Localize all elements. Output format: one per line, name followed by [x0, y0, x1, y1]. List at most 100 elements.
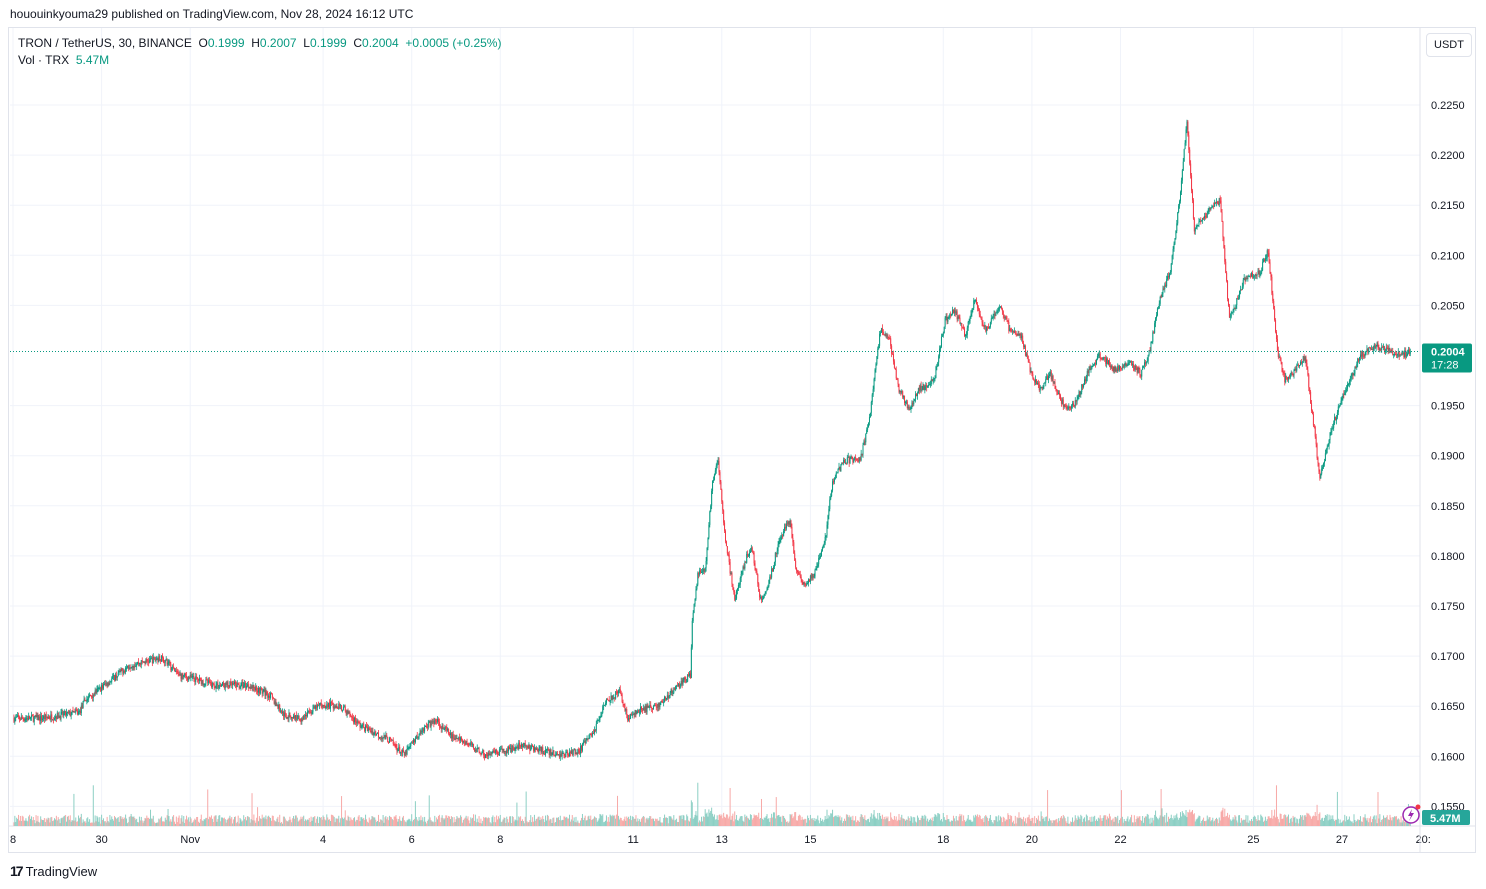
candle-body — [367, 727, 369, 732]
candle-body — [34, 715, 36, 717]
volume-bar — [1166, 812, 1168, 826]
volume-bar — [543, 819, 545, 826]
candle-body — [1408, 349, 1410, 354]
candle-body — [1263, 259, 1265, 262]
tradingview-logo[interactable]: 17 TradingView — [10, 863, 97, 879]
volume-bar — [98, 821, 100, 826]
volume-bar — [818, 820, 820, 826]
volume-bar — [445, 815, 447, 826]
candle-body — [533, 747, 535, 751]
volume-label[interactable]: Vol · TRX — [18, 53, 70, 67]
volume-bar — [248, 817, 250, 826]
candle-body — [827, 515, 829, 525]
candle-body — [1022, 335, 1024, 344]
volume-bar — [711, 807, 713, 826]
volume-bar — [753, 814, 755, 826]
candle-body — [1371, 348, 1373, 351]
candle-body — [1070, 407, 1072, 409]
volume-bar — [569, 814, 571, 826]
volume-bar — [501, 821, 503, 826]
volume-bar — [108, 822, 110, 826]
candle-body — [665, 696, 667, 700]
candle-body — [437, 719, 439, 722]
candle-body — [75, 709, 77, 713]
volume-bar — [859, 816, 861, 826]
currency-button[interactable]: USDT — [1426, 33, 1472, 57]
candle-body — [1051, 376, 1053, 380]
volume-bar — [826, 809, 828, 826]
volume-bar — [947, 819, 949, 826]
volume-bar — [364, 819, 366, 826]
candle-body — [638, 710, 640, 713]
volume-bar — [352, 820, 354, 826]
volume-bar — [773, 812, 775, 826]
volume-bar — [1020, 817, 1022, 826]
volume-bar — [166, 815, 168, 826]
volume-bar — [1044, 821, 1046, 826]
volume-bar — [380, 819, 382, 826]
candle-body — [831, 490, 833, 497]
chart-frame[interactable] — [8, 27, 1476, 853]
volume-bar — [1055, 819, 1057, 826]
candle-body — [1244, 277, 1246, 281]
volume-bar — [1117, 815, 1119, 826]
candle-body — [276, 704, 278, 706]
candle-body — [585, 740, 587, 744]
candle-body — [392, 739, 394, 744]
volume-bar — [1245, 815, 1247, 826]
volume-bar — [729, 788, 731, 826]
candle-body — [465, 741, 467, 745]
volume-bar — [531, 822, 533, 826]
volume-bar — [14, 815, 16, 826]
time-tick-label: 30 — [95, 834, 107, 846]
volume-bar — [1092, 821, 1094, 826]
candle-body — [1037, 382, 1039, 385]
volume-bar — [913, 816, 915, 826]
volume-bar — [1294, 816, 1296, 826]
volume-bar — [253, 814, 255, 826]
volume-bar — [582, 820, 584, 826]
candle-body — [1171, 255, 1173, 264]
volume-bar — [353, 817, 355, 826]
candle-body — [964, 335, 966, 337]
volume-bar — [837, 815, 839, 826]
volume-bar — [760, 817, 762, 826]
volume-bar — [485, 817, 487, 826]
volume-bar — [778, 815, 780, 826]
volume-bar — [194, 818, 196, 826]
candle-body — [1404, 350, 1406, 357]
candle-body — [1382, 347, 1384, 349]
candle-body — [449, 733, 451, 735]
candle-body — [750, 547, 752, 551]
candle-body — [1024, 345, 1026, 356]
candle-body — [1286, 376, 1288, 378]
volume-bar — [453, 817, 455, 826]
candle-body — [41, 715, 43, 720]
candle-body — [324, 705, 326, 709]
candle-body — [569, 752, 571, 757]
volume-bar — [719, 814, 721, 826]
volume-bar — [892, 819, 894, 826]
candle-body — [1096, 356, 1098, 360]
candle-body — [1066, 407, 1068, 409]
candle-body — [604, 704, 606, 706]
volume-bar — [1226, 815, 1228, 826]
volume-bar — [1387, 819, 1389, 826]
candle-body — [1326, 446, 1328, 450]
candle-body — [558, 754, 560, 758]
candle-body — [1026, 353, 1028, 356]
volume-bar — [1145, 816, 1147, 826]
volume-bar — [700, 821, 702, 826]
symbol-title[interactable]: TRON / TetherUS, 30, BINANCE — [18, 36, 192, 50]
candle-body — [426, 727, 428, 729]
volume-bar — [559, 815, 561, 826]
candle-body — [83, 699, 85, 702]
volume-bar — [788, 821, 790, 826]
volume-bar — [244, 819, 246, 826]
candle-body — [473, 748, 475, 752]
candle-body — [814, 570, 816, 577]
volume-bar — [1346, 816, 1348, 826]
candle-body — [1274, 309, 1276, 320]
volume-bar — [347, 815, 349, 826]
